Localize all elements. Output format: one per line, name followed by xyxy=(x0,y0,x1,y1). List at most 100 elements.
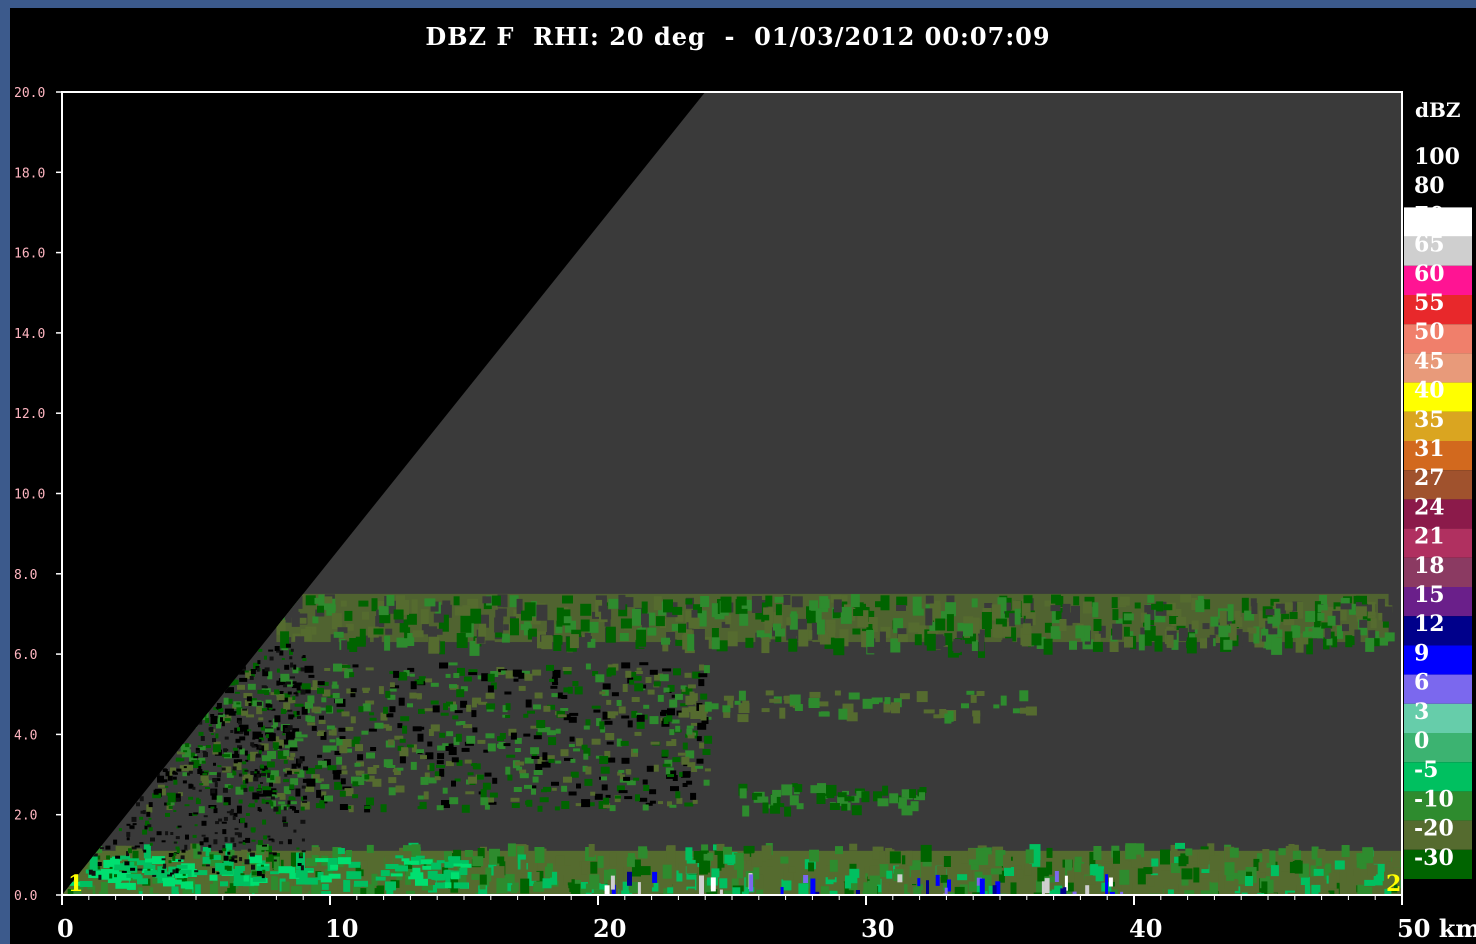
echo-gate xyxy=(159,727,163,730)
echo-gate xyxy=(689,693,698,701)
echo-gate xyxy=(1084,625,1090,642)
echo-gate xyxy=(251,869,262,883)
echo-gate xyxy=(866,624,873,631)
echo-gate xyxy=(741,891,749,895)
echo-gate xyxy=(699,875,704,895)
echo-gate xyxy=(1236,640,1243,647)
echo-gate xyxy=(1345,635,1353,648)
echo-gate xyxy=(1044,600,1053,607)
echo-gate xyxy=(1234,610,1241,618)
echo-gate xyxy=(355,865,364,877)
echo-gate xyxy=(353,884,361,895)
echo-gate xyxy=(1151,858,1159,867)
echo-gate xyxy=(319,800,325,808)
colorbar-swatch xyxy=(1404,557,1472,587)
echo-gate xyxy=(464,850,473,857)
echo-gate xyxy=(385,881,396,891)
echo-gate xyxy=(175,836,180,840)
echo-gate xyxy=(395,865,408,872)
echo-gate xyxy=(483,640,495,655)
echo-gate xyxy=(143,849,147,853)
echo-gate xyxy=(265,734,269,739)
echo-gate xyxy=(525,800,533,805)
echo-gate xyxy=(184,673,190,678)
echo-gate xyxy=(1373,874,1383,886)
echo-gate xyxy=(99,871,113,880)
echo-gate xyxy=(143,844,151,859)
echo-gate xyxy=(933,714,942,719)
echo-gate xyxy=(164,710,168,716)
echo-gate xyxy=(1289,612,1298,619)
colorbar-swatch xyxy=(1404,616,1472,646)
echo-gate xyxy=(929,622,937,633)
x-tick-label: 50 km xyxy=(1397,914,1476,943)
echo-gate xyxy=(517,845,525,863)
echo-gate xyxy=(1328,890,1335,895)
echo-gate xyxy=(280,631,290,649)
echo-gate xyxy=(182,772,188,777)
echo-gate xyxy=(175,757,181,762)
echo-gate xyxy=(649,669,658,675)
echo-gate xyxy=(561,801,570,809)
echo-gate xyxy=(406,613,417,625)
echo-gate xyxy=(769,868,775,875)
echo-gate xyxy=(333,663,342,672)
echo-gate xyxy=(399,738,406,743)
echo-gate xyxy=(487,673,495,682)
echo-gate xyxy=(287,800,291,805)
echo-gate xyxy=(182,708,188,714)
echo-gate xyxy=(976,877,982,886)
echo-gate xyxy=(243,787,248,792)
echo-gate xyxy=(929,603,941,621)
echo-gate xyxy=(897,874,903,883)
echo-gate xyxy=(171,859,184,862)
echo-gate xyxy=(238,799,243,804)
echo-gate xyxy=(210,806,215,809)
echo-gate xyxy=(427,741,433,747)
echo-gate xyxy=(208,844,212,848)
echo-gate xyxy=(283,786,291,795)
echo-gate xyxy=(745,637,754,648)
echo-gate xyxy=(389,682,395,688)
echo-gate xyxy=(203,680,209,683)
echo-gate xyxy=(234,832,240,836)
echo-gate xyxy=(1008,860,1015,868)
echo-gate xyxy=(516,766,523,771)
echo-gate xyxy=(439,768,445,777)
echo-gate xyxy=(967,848,976,860)
echo-gate xyxy=(88,869,93,875)
echo-gate xyxy=(569,736,575,742)
echo-gate xyxy=(916,691,928,703)
echo-gate xyxy=(662,668,672,672)
echo-gate xyxy=(158,659,164,665)
echo-gate xyxy=(129,726,134,729)
echo-gate xyxy=(1016,869,1024,879)
echo-gate xyxy=(553,635,562,651)
echo-gate xyxy=(448,743,454,749)
echo-gate xyxy=(156,740,161,745)
echo-gate xyxy=(1241,597,1249,613)
colorbar-swatch xyxy=(1404,762,1472,792)
echo-gate xyxy=(272,794,278,798)
echo-gate xyxy=(670,770,677,776)
echo-gate xyxy=(940,874,948,883)
echo-gate xyxy=(1138,634,1145,651)
echo-gate xyxy=(697,610,707,627)
echo-gate xyxy=(719,878,728,889)
echo-gate xyxy=(283,702,291,711)
echo-gate xyxy=(944,713,952,724)
echo-gate xyxy=(808,698,820,708)
echo-gate xyxy=(845,875,851,889)
echo-gate xyxy=(202,751,207,753)
echo-gate xyxy=(639,662,649,666)
echo-gate xyxy=(97,645,103,648)
echo-gate xyxy=(167,793,171,796)
echo-gate xyxy=(278,866,293,874)
echo-gate xyxy=(434,776,441,781)
echo-gate xyxy=(129,796,133,799)
echo-gate xyxy=(826,623,836,638)
echo-gate xyxy=(503,743,511,747)
echo-gate xyxy=(282,733,286,736)
echo-gate xyxy=(457,667,465,676)
echo-gate xyxy=(103,656,107,661)
